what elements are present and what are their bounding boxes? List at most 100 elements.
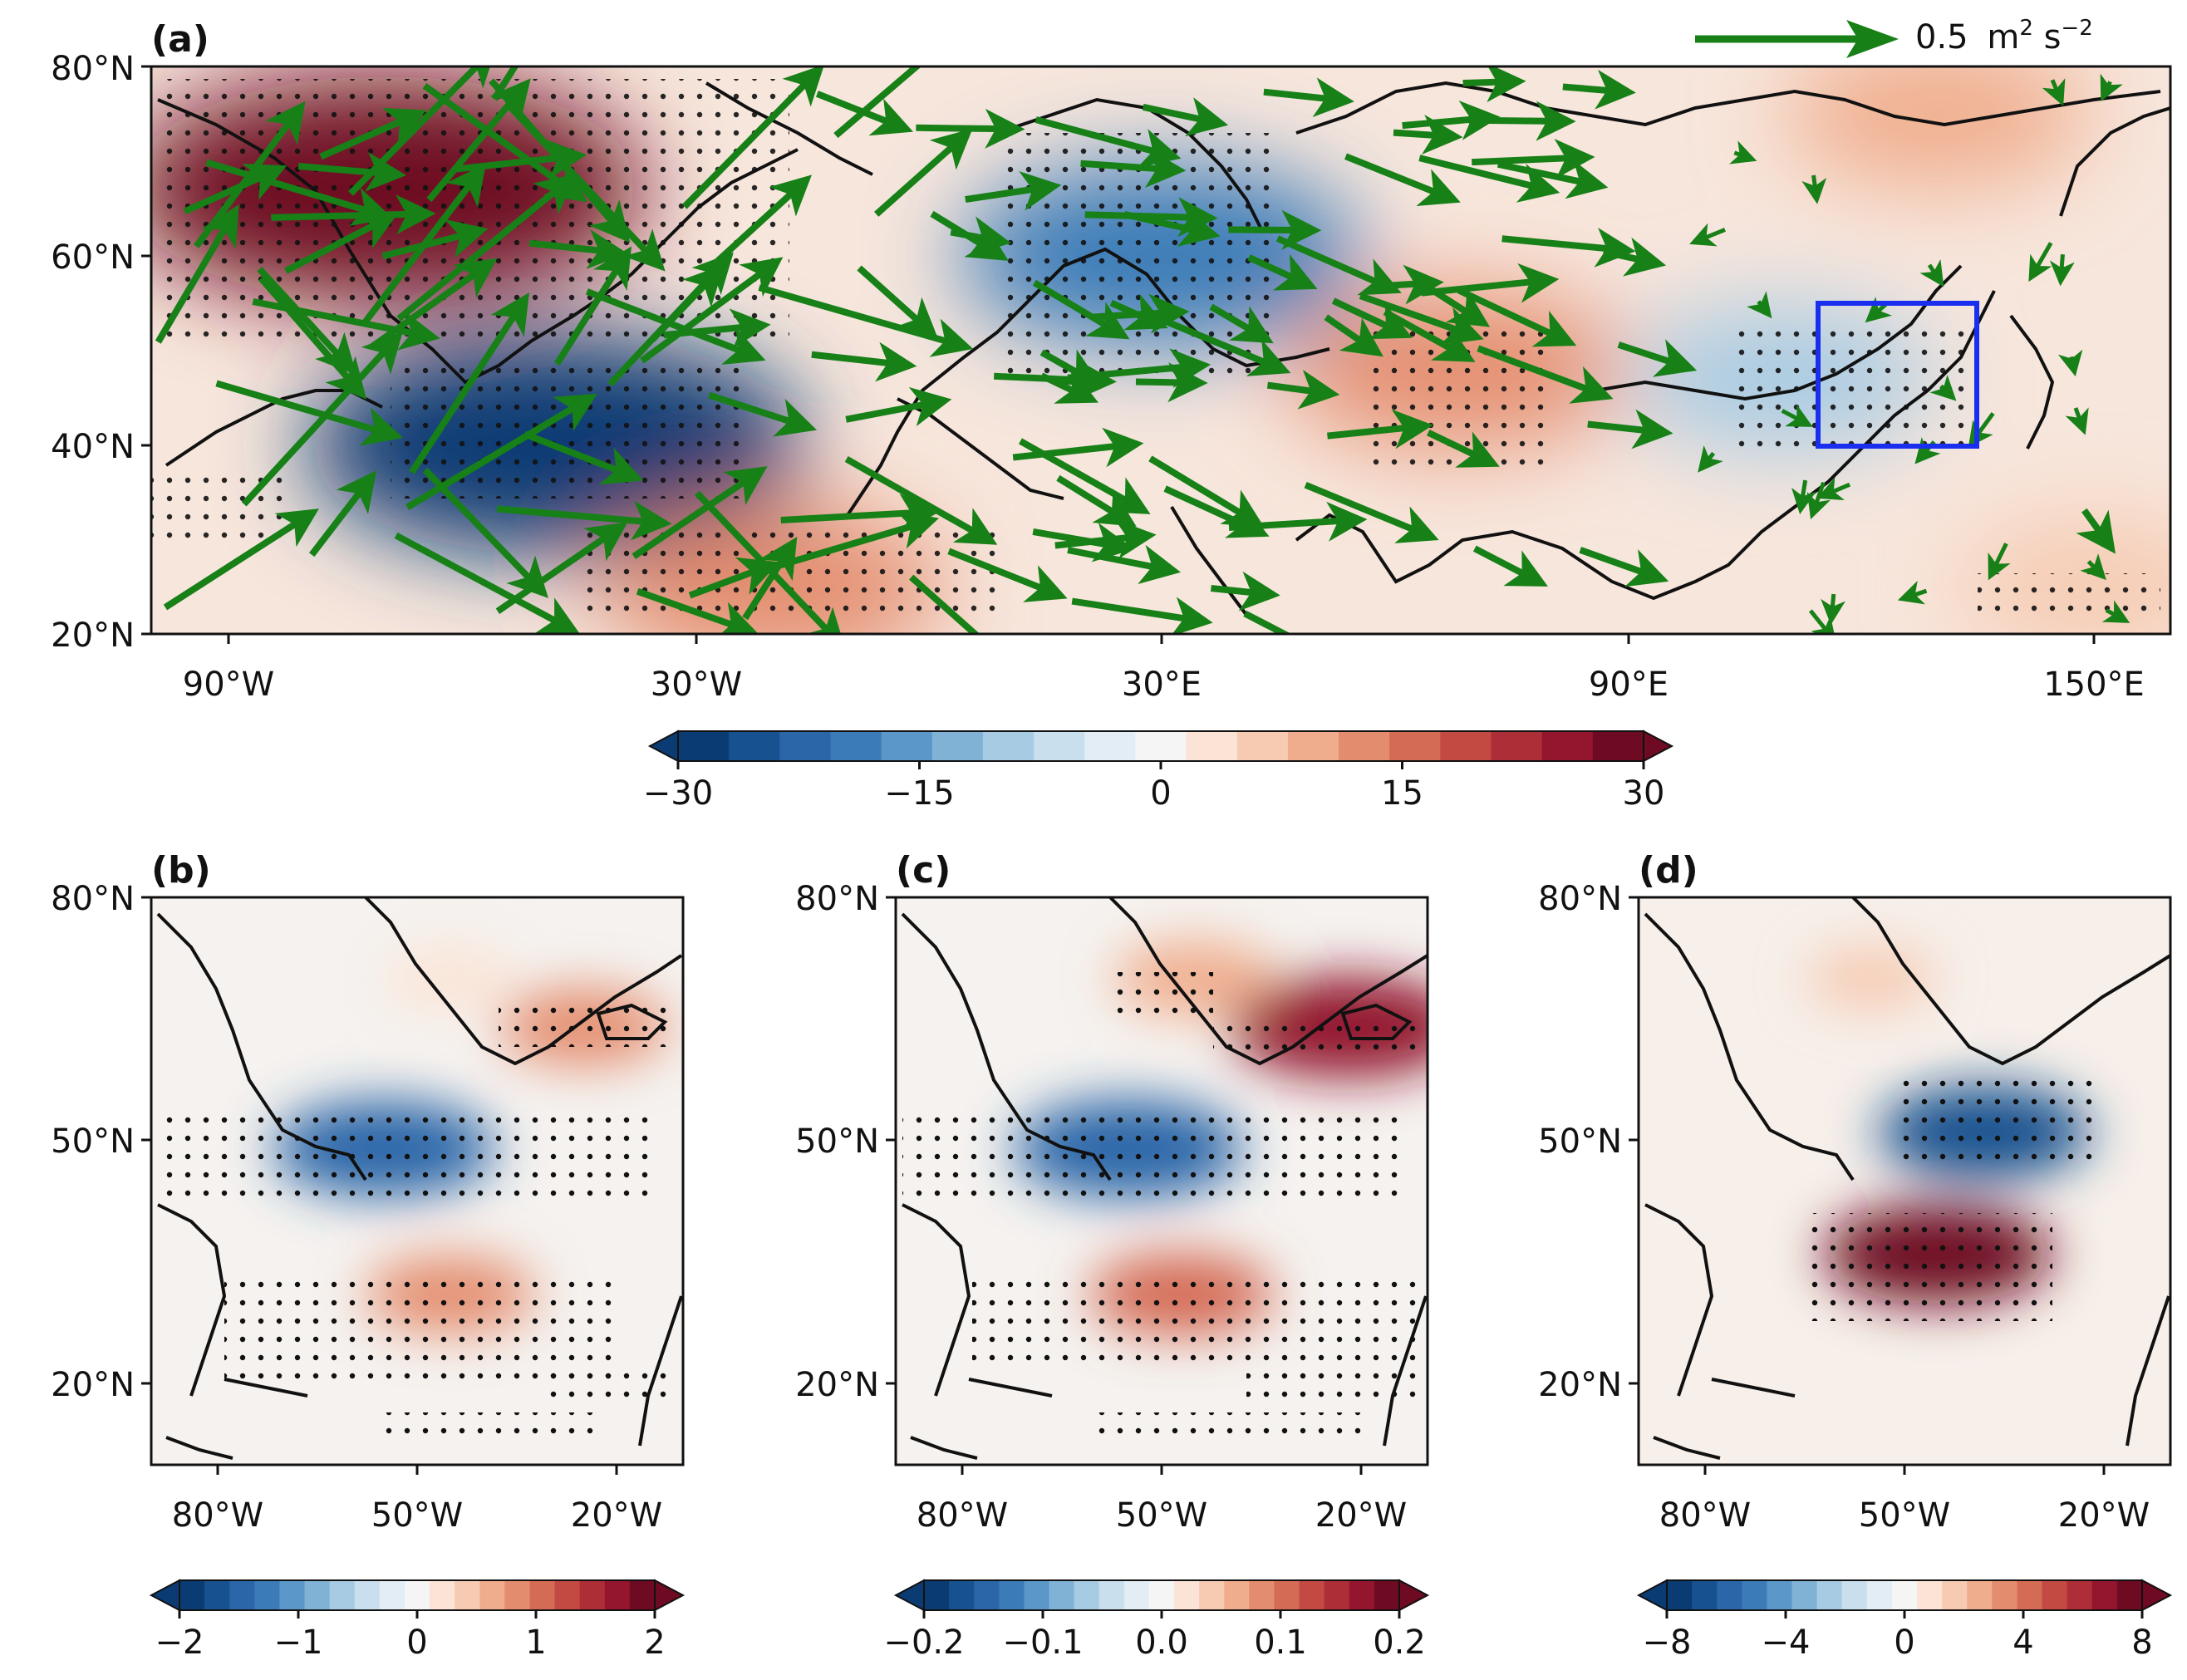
flux-vector xyxy=(1247,253,1318,291)
colorbar-segment xyxy=(179,1580,205,1610)
colorbar-segment xyxy=(1917,1580,1943,1610)
colorbar-segment xyxy=(254,1580,281,1610)
colorbar-tick-label: −0.2 xyxy=(883,1624,964,1662)
panel-a-vector-key: 0.5 m2 s−2 xyxy=(1695,16,2093,58)
panel-a-xtick: 30°W xyxy=(651,666,742,704)
flux-vector xyxy=(1689,223,1726,247)
flux-vector xyxy=(780,494,941,533)
flux-vector xyxy=(1808,609,1836,634)
panel-a-x-axis: 90°W 30°W 30°E 90°E 150°E xyxy=(183,634,2145,704)
colorbar-segment xyxy=(229,1580,255,1610)
flux-vector xyxy=(405,393,597,511)
flux-vector xyxy=(758,284,974,357)
panel-d-ytick: 50°N xyxy=(1538,1122,1622,1161)
colorbar-segment xyxy=(974,1580,1000,1610)
colorbar-segment xyxy=(1791,1580,1818,1610)
flux-vector xyxy=(283,212,399,274)
panel-d-ytick: 80°N xyxy=(1538,880,1622,918)
flux-vector xyxy=(1344,153,1461,207)
flux-vector xyxy=(1698,445,1723,473)
flux-vector xyxy=(394,532,581,634)
panel-c: 80°N 50°N 20°N 80°W 50°W 20°W (c) −0.2 −0… xyxy=(795,849,1430,1662)
colorbar-tick-label: 0.1 xyxy=(1254,1624,1307,1662)
colorbar-segment xyxy=(1224,1580,1250,1610)
colorbar-tick-label: −8 xyxy=(1643,1624,1692,1662)
colorbar-segment xyxy=(354,1580,381,1610)
flux-vector xyxy=(930,210,1009,261)
flux-vector xyxy=(361,163,486,327)
colorbar-segment xyxy=(1049,1580,1075,1610)
colorbar-extend-high xyxy=(1398,1579,1430,1612)
colorbar-segment xyxy=(1324,1580,1350,1610)
colorbar-extend-low xyxy=(1636,1579,1668,1612)
panel-c-ytick: 20°N xyxy=(795,1366,879,1404)
colorbar-segment xyxy=(1692,1580,1718,1610)
colorbar-extend-low xyxy=(893,1579,925,1612)
flux-vector xyxy=(1393,115,1463,155)
flux-vector xyxy=(1413,276,1491,327)
colorbar-tick-label: 8 xyxy=(2131,1624,2152,1662)
flux-vector xyxy=(663,308,771,349)
flux-vector xyxy=(1472,545,1548,587)
flux-vector xyxy=(1135,362,1208,403)
colorbar-extend-high xyxy=(1643,729,1674,763)
flux-vector xyxy=(1032,279,1130,340)
flux-vector xyxy=(422,467,548,598)
colorbar-tick-label: −1 xyxy=(274,1624,323,1662)
flux-vector xyxy=(1897,580,1928,605)
colorbar-tick-label: 0 xyxy=(406,1624,427,1662)
panel-d-axes: 80°N 50°N 20°N 80°W 50°W 20°W xyxy=(1538,880,2150,1535)
colorbar-segment xyxy=(1274,1580,1300,1610)
panel-d: 80°N 50°N 20°N 80°W 50°W 20°W (d) −8 −4 0 4… xyxy=(1538,849,2173,1662)
flux-vector xyxy=(523,430,644,485)
colorbar-segment xyxy=(924,1580,950,1610)
flux-vector xyxy=(636,587,759,634)
flux-vector xyxy=(1142,97,1229,137)
flux-vector xyxy=(496,500,672,541)
panel-a-field xyxy=(151,66,2170,634)
colorbar-segment xyxy=(1866,1580,1893,1610)
flux-vector xyxy=(1035,116,1182,168)
colorbar-segment xyxy=(1249,1580,1275,1610)
panel-c-label: (c) xyxy=(896,849,951,892)
flux-vector xyxy=(1587,409,1673,449)
panel-a-colorbar: −30 −15 0 15 30 xyxy=(643,729,1674,813)
flux-vector xyxy=(1080,148,1187,189)
colorbar-segment xyxy=(1992,1580,2018,1610)
colorbar-segment xyxy=(2091,1580,2118,1610)
colorbar-segment xyxy=(982,731,1035,761)
flux-vector xyxy=(844,455,998,545)
colorbar-segment xyxy=(2042,1580,2068,1610)
colorbar-segment xyxy=(304,1580,331,1610)
colorbar-segment xyxy=(1349,1580,1375,1610)
colorbar-segment xyxy=(1174,1580,1200,1610)
panel-a-ytick: 60°N xyxy=(51,238,135,277)
colorbar-segment xyxy=(949,1580,975,1610)
colorbar-segment xyxy=(1374,1580,1400,1610)
flux-vector xyxy=(1243,610,1352,634)
panel-b-xtick: 20°W xyxy=(571,1496,662,1535)
colorbar-segment xyxy=(1098,1580,1125,1610)
panel-c-ytick: 80°N xyxy=(795,880,879,918)
flux-vector xyxy=(909,574,980,634)
anomaly-center xyxy=(1784,66,2091,187)
flux-vector xyxy=(2100,73,2123,102)
panel-b-stippling xyxy=(158,1005,673,1446)
colorbar-segment xyxy=(678,731,730,761)
panel-a-label: (a) xyxy=(151,18,209,61)
flux-vector xyxy=(681,66,825,209)
flux-vector xyxy=(708,391,818,437)
panel-b-label: (b) xyxy=(151,849,211,892)
colorbar-tick-label: 0.0 xyxy=(1135,1624,1188,1662)
flux-vector xyxy=(1266,370,1340,410)
colorbar-segment xyxy=(1592,731,1644,761)
flux-vector xyxy=(205,159,393,227)
colorbar-segment xyxy=(1667,1580,1693,1610)
flux-vector xyxy=(742,536,798,621)
flux-vector xyxy=(348,66,497,196)
flux-vector xyxy=(2101,600,2130,623)
flux-vector xyxy=(155,204,239,344)
flux-vector xyxy=(1472,138,1595,179)
colorbar-segment xyxy=(579,1580,606,1610)
